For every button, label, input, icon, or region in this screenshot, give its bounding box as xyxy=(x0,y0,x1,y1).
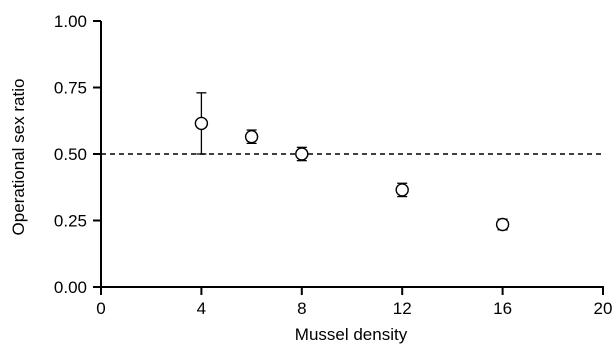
x-tick-label: 0 xyxy=(96,299,105,318)
x-tick-label: 8 xyxy=(297,299,306,318)
y-tick-label: 0.50 xyxy=(54,145,87,164)
data-point xyxy=(295,146,309,162)
point-marker xyxy=(495,217,510,232)
y-tick-label: 0.25 xyxy=(54,212,87,231)
data-point xyxy=(395,182,409,198)
point-marker xyxy=(295,147,309,161)
point-marker xyxy=(244,130,259,144)
y-tick-label: 0.00 xyxy=(54,278,87,297)
x-tick-label: 4 xyxy=(197,299,206,318)
x-tick-label: 16 xyxy=(493,299,512,318)
y-tick-label: 1.00 xyxy=(54,12,87,31)
point-marker xyxy=(395,183,409,197)
x-tick-label: 12 xyxy=(393,299,412,318)
x-tick-label: 20 xyxy=(594,299,613,318)
y-tick-label: 0.75 xyxy=(54,79,87,98)
data-point xyxy=(495,217,510,232)
data-points xyxy=(194,92,510,232)
y-axis-title: Operational sex ratio xyxy=(9,79,28,236)
data-point xyxy=(194,92,209,155)
ticks: 0.00 0.25 0.50 0.75 1.00 0 4 8 12 16 20 xyxy=(54,12,613,318)
x-axis-title: Mussel density xyxy=(295,325,408,344)
data-point xyxy=(244,129,259,145)
point-marker xyxy=(194,116,209,131)
